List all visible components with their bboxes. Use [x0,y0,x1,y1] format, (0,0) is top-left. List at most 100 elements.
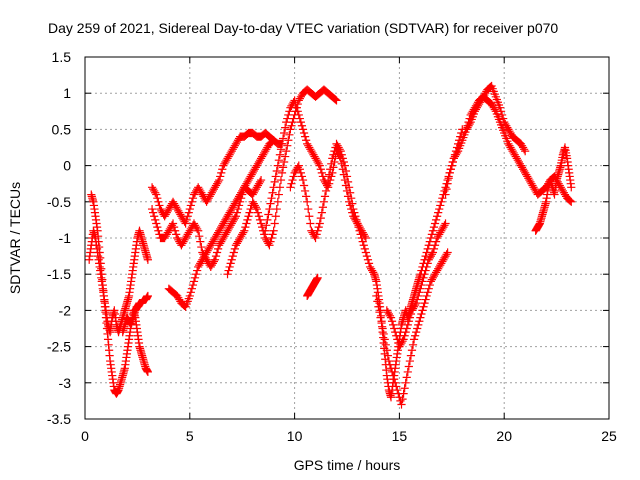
data-point-interp [399,389,408,398]
data-point [294,161,303,170]
x-tick-label: 0 [81,428,89,444]
data-point-interp [296,118,305,127]
data-point-interp [226,259,235,268]
data-point [433,212,442,221]
data-point-interp [302,192,311,201]
data-point-interp [392,382,401,391]
series-sat-l [372,248,452,409]
data-point [244,212,253,221]
data-point-interp [278,163,288,172]
data-point-interp [316,213,325,223]
y-tick-label: -1.5 [47,266,71,282]
data-point-interp [430,241,440,250]
data-point-interp [188,194,198,203]
data-point-interp [423,288,432,297]
data-point [384,356,394,366]
data-point [261,226,270,235]
data-point-interp [263,215,272,224]
data-point-interp [416,313,425,322]
data-point-interp [337,150,346,159]
data-point [324,175,333,185]
data-point [240,226,249,235]
data-point-interp [283,114,292,123]
data-point-interp [154,226,163,235]
data-point-interp [285,107,294,116]
data-point [422,291,431,301]
data-point-interp [262,221,271,230]
data-point-interp [317,168,326,177]
data-point-interp [188,280,198,290]
data-point [265,241,274,250]
data-point [303,197,312,206]
data-point-interp [343,177,353,186]
data-point [389,371,398,380]
data-point-interp [356,230,365,239]
data-point-interp [329,150,338,159]
data-point-interp [348,199,357,208]
y-tick-label: -3 [59,375,72,391]
series-sat-m [382,219,450,351]
data-point-interp [285,130,294,139]
data-point-interp [418,277,427,286]
data-point [152,190,161,199]
data-point-interp [212,248,222,257]
data-point-interp [419,302,428,311]
data-point [269,183,278,192]
x-axis-ticks: 0 5 10 15 20 25 [81,57,617,444]
data-point-interp [270,177,279,186]
data-point-interp [375,308,384,317]
data-point [298,175,308,185]
data-point-interp [325,170,334,179]
data-point-interp [423,259,432,268]
y-tick-label: 1.5 [52,49,72,65]
y-tick-label: 1 [63,85,71,101]
data-point-interp [402,324,411,333]
data-point-interp [225,262,234,272]
x-axis-label: GPS time / hours [294,457,401,473]
data-point-interp [299,128,309,138]
data-point-interp [434,208,443,217]
data-point-interp [267,233,276,243]
data-point [152,219,161,228]
data-point [414,320,423,329]
data-point-interp [275,150,285,159]
data-point-interp [260,230,269,239]
data-point [194,226,203,235]
data-point-interp [408,340,418,349]
data-point-interp [232,208,242,217]
data-point-interp [271,172,280,181]
data-point-interp [331,95,340,104]
data-point-interp [255,215,265,224]
data-point-interp [499,114,508,123]
data-point [277,139,287,148]
data-point-interp [430,219,440,228]
data-point-interp [318,172,327,181]
data-point-interp [411,331,420,340]
data-point [185,291,194,301]
data-point-interp [346,188,355,197]
data-point [282,147,291,156]
data-point-interp [302,136,311,145]
data-point [227,255,236,264]
data-point-interp [327,159,336,168]
data-point-interp [253,208,263,217]
data-point-interp [274,190,283,199]
data-point [372,291,381,301]
data-point-interp [318,203,327,212]
data-point-interp [182,215,191,224]
data-point-interp [172,230,181,239]
data-point-interp [321,186,331,196]
data-point-interp [352,215,361,224]
data-point-interp [193,266,202,275]
plot-frame [84,56,610,420]
data-point [441,190,450,199]
data-point [391,328,400,337]
y-tick-label: -2.5 [47,339,71,355]
data-point-interp [465,114,474,123]
data-point [231,212,241,221]
data-point-interp [351,212,360,221]
data-point-interp [300,186,310,196]
data-point-interp [293,107,302,116]
data-point [386,313,396,322]
data-point [409,335,419,344]
